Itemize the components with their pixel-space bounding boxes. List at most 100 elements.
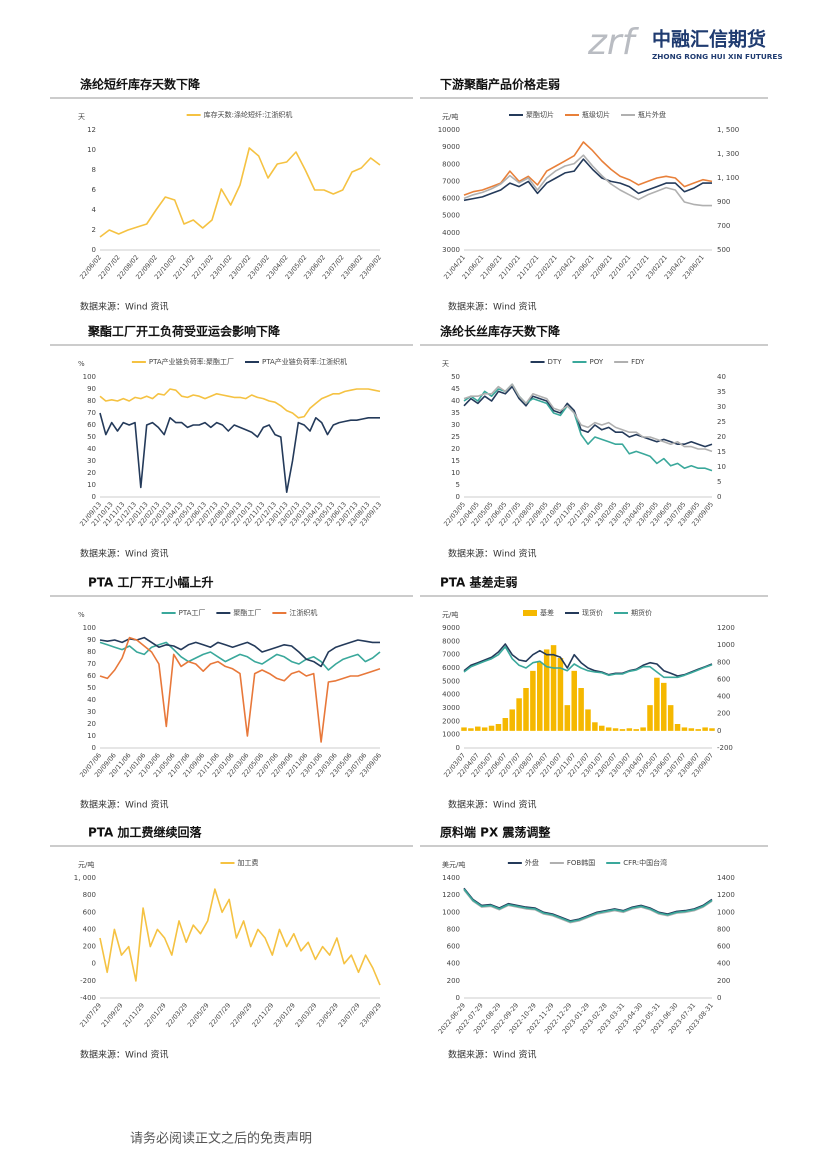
y-tick-label: 15 <box>451 457 460 465</box>
x-tick-label: 23/01/29 <box>272 1001 297 1029</box>
bar <box>571 670 577 731</box>
axis-unit: 元/吨 <box>78 860 94 869</box>
series-line <box>463 887 713 922</box>
y-tick-label: 30 <box>87 457 96 465</box>
y2-tick-label: 400 <box>717 693 730 701</box>
y-tick-label: 9000 <box>442 143 460 151</box>
y-tick-label: 12 <box>87 126 96 134</box>
bar <box>468 728 474 731</box>
section-title: 聚酯工厂开工负荷受亚运会影响下降 <box>87 324 281 339</box>
section-title: 原料端 PX 震荡调整 <box>440 825 550 840</box>
x-tick-label: 23/09/29 <box>358 1001 383 1029</box>
y-tick-label: 1400 <box>442 874 460 882</box>
y2-tick-label: 30 <box>717 403 726 411</box>
y-tick-label: 1000 <box>442 908 460 916</box>
legend-label: 瓶片外盘 <box>638 110 666 119</box>
y2-tick-label: 600 <box>717 943 730 951</box>
axis-unit: % <box>78 360 85 368</box>
disclaimer: 请务必阅读正文之后的免责声明 <box>130 1131 312 1147</box>
x-tick-label: 22/03/29 <box>164 1001 189 1029</box>
y-tick-label: 30 <box>451 421 460 429</box>
y-tick-label: 6000 <box>442 195 460 203</box>
y-tick-label: 50 <box>87 684 96 692</box>
axis-unit: 元/吨 <box>442 112 458 121</box>
bar <box>647 705 653 731</box>
y2-tick-label: 5 <box>717 478 721 486</box>
legend-label: 聚酯工厂 <box>233 609 261 617</box>
legend-label: 现货价 <box>582 608 603 617</box>
y-tick-label: 60 <box>87 421 96 429</box>
y2-tick-label: 500 <box>717 246 730 254</box>
series-line <box>463 385 713 448</box>
bar <box>564 705 571 731</box>
bar <box>461 727 467 731</box>
y2-tick-label: 700 <box>717 222 730 230</box>
y-tick-label: 80 <box>87 648 96 656</box>
y-tick-label: 50 <box>87 433 96 441</box>
y2-tick-label: 0 <box>717 727 721 735</box>
bar <box>530 670 536 731</box>
y-tick-label: 90 <box>87 385 96 393</box>
y-tick-label: 600 <box>447 943 460 951</box>
series-line <box>99 388 381 419</box>
y-tick-label: 400 <box>447 960 460 968</box>
y-tick-label: 0 <box>456 493 460 501</box>
x-tick-label: 22/07/29 <box>207 1001 232 1029</box>
y-tick-label: 800 <box>83 891 96 899</box>
y-tick-label: 2 <box>92 226 96 234</box>
legend-label: 瓶级切片 <box>582 110 610 119</box>
bar <box>550 645 557 731</box>
bar <box>488 725 495 731</box>
y-tick-label: 20 <box>87 720 96 728</box>
legend-label: PTA产业链负荷率:江浙织机 <box>262 357 347 366</box>
y-tick-label: 5 <box>456 481 460 489</box>
x-tick-label: 22/01/29 <box>143 1001 168 1029</box>
bar <box>495 724 502 731</box>
legend-label: PTA工厂 <box>179 609 206 617</box>
y-tick-label: 800 <box>447 925 460 933</box>
y2-tick-label: 200 <box>717 710 730 718</box>
source-note: 数据来源：Wind 资讯 <box>448 548 536 560</box>
y-tick-label: -200 <box>80 977 96 985</box>
y-tick-label: 1200 <box>442 891 460 899</box>
x-tick-label: 21/11/29 <box>121 1001 146 1029</box>
y-tick-label: 80 <box>87 397 96 405</box>
y-tick-label: 45 <box>451 385 460 393</box>
y-tick-label: 10000 <box>438 126 460 134</box>
legend-label: POY <box>590 358 604 366</box>
section-title: 下游聚酯产品价格走弱 <box>440 77 560 92</box>
legend-label: 聚酯切片 <box>526 110 554 119</box>
legend-label: 基差 <box>540 608 554 617</box>
bar <box>633 729 639 731</box>
y-tick-label: 10 <box>87 481 96 489</box>
x-tick-label: 22/05/29 <box>186 1001 211 1029</box>
y-tick-label: 6 <box>92 186 97 194</box>
y-tick-label: 10 <box>87 146 96 154</box>
bar <box>599 725 605 731</box>
y-tick-label: 4000 <box>442 229 460 237</box>
y-tick-label: 0 <box>92 960 96 968</box>
series-line <box>99 412 380 493</box>
y-tick-label: 7000 <box>442 177 460 185</box>
y-tick-label: 600 <box>83 908 96 916</box>
bar <box>523 688 529 731</box>
y-tick-label: 8000 <box>442 637 460 645</box>
y2-tick-label: 800 <box>717 925 730 933</box>
series-line <box>99 636 380 668</box>
y-tick-label: 35 <box>451 409 460 417</box>
y2-tick-label: -200 <box>717 744 733 752</box>
bar <box>475 726 481 731</box>
legend-label: 加工费 <box>238 858 259 867</box>
legend-label: PTA产业链负荷率:聚酯工厂 <box>149 357 234 366</box>
y2-tick-label: 900 <box>717 198 730 206</box>
legend-label: 江浙织机 <box>289 608 317 617</box>
y2-tick-label: 200 <box>717 977 730 985</box>
y2-tick-label: 25 <box>717 418 726 426</box>
axis-unit: 天 <box>442 360 449 368</box>
series-line <box>99 147 381 238</box>
bar <box>516 698 522 731</box>
y2-tick-label: 1, 300 <box>717 150 739 158</box>
bar <box>709 728 715 731</box>
bar <box>612 728 619 731</box>
